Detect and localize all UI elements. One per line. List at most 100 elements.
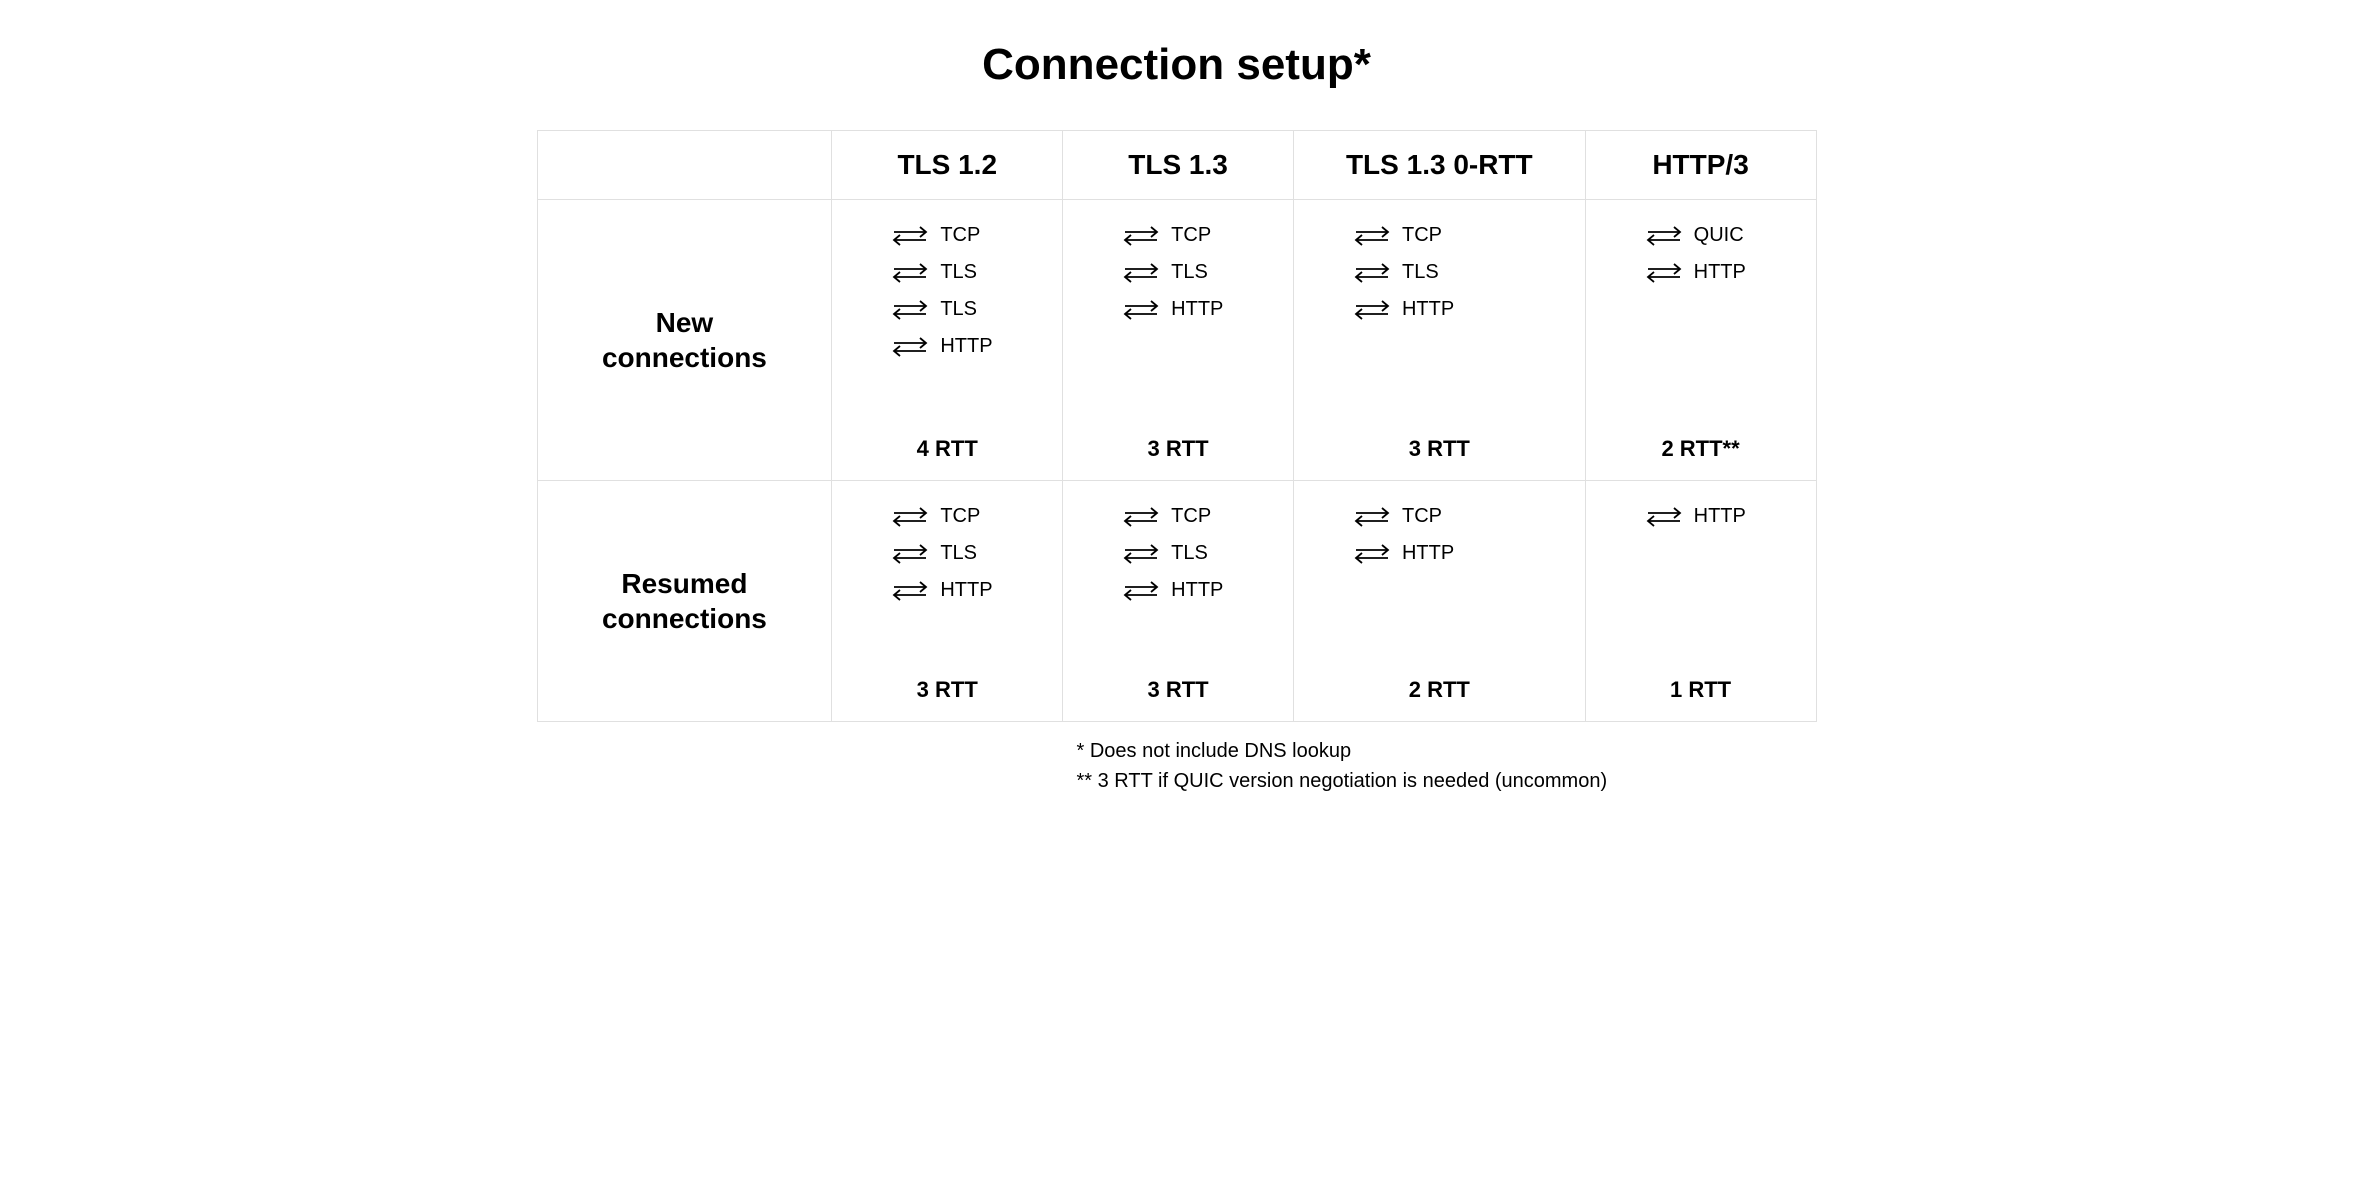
bidirectional-arrow-icon [1352, 506, 1392, 528]
bidirectional-arrow-icon [1352, 299, 1392, 321]
step: TCP [1352, 224, 1442, 247]
step: TLS [890, 298, 977, 321]
rtt-summary: 3 RTT [1063, 436, 1293, 462]
rtt-summary: 2 RTT** [1586, 436, 1816, 462]
steps-list: TCP TLS HTTP [1063, 505, 1293, 655]
bidirectional-arrow-icon [1352, 543, 1392, 565]
table-cell: TCP TLS HTTP 3 RTT [832, 481, 1063, 722]
step-label: TCP [1402, 224, 1442, 247]
bidirectional-arrow-icon [890, 543, 930, 565]
rtt-summary: 3 RTT [1294, 436, 1585, 462]
rtt-summary: 4 RTT [832, 436, 1062, 462]
step-label: TCP [1171, 224, 1211, 247]
step: TLS [1121, 261, 1208, 284]
bidirectional-arrow-icon [1352, 225, 1392, 247]
step: TCP [1121, 224, 1211, 247]
step-label: HTTP [1694, 505, 1746, 528]
bidirectional-arrow-icon [1352, 262, 1392, 284]
bidirectional-arrow-icon [890, 262, 930, 284]
step: QUIC [1644, 224, 1744, 247]
step: TCP [1121, 505, 1211, 528]
table-body: Newconnections TCP TLS TLS HTTP 4 RTT TCP… [537, 200, 1816, 722]
steps-list: TCP TLS TLS HTTP [832, 224, 1062, 414]
col-header: TLS 1.3 [1063, 131, 1294, 200]
step-label: QUIC [1694, 224, 1744, 247]
bidirectional-arrow-icon [1644, 225, 1684, 247]
step-label: HTTP [1694, 261, 1746, 284]
step-label: HTTP [1171, 579, 1223, 602]
step: TLS [890, 261, 977, 284]
table-cell: TCP TLS HTTP 3 RTT [1293, 200, 1585, 481]
steps-list: TCP HTTP [1294, 505, 1585, 655]
steps-list: TCP TLS HTTP [832, 505, 1062, 655]
table-cell: TCP TLS HTTP 3 RTT [1063, 200, 1294, 481]
step: HTTP [1644, 505, 1746, 528]
bidirectional-arrow-icon [1644, 262, 1684, 284]
footnote: ** 3 RTT if QUIC version negotiation is … [1077, 766, 1817, 796]
step: TLS [1352, 261, 1439, 284]
step: TLS [1121, 542, 1208, 565]
steps-list: TCP TLS HTTP [1063, 224, 1293, 414]
bidirectional-arrow-icon [890, 580, 930, 602]
step-label: TLS [1171, 261, 1208, 284]
step: HTTP [890, 579, 992, 602]
bidirectional-arrow-icon [1121, 299, 1161, 321]
table-row: Newconnections TCP TLS TLS HTTP 4 RTT TCP… [537, 200, 1816, 481]
step-label: HTTP [1402, 298, 1454, 321]
table-cell: QUIC HTTP 2 RTT** [1585, 200, 1816, 481]
steps-list: TCP TLS HTTP [1294, 224, 1585, 414]
footnote: * Does not include DNS lookup [1077, 736, 1817, 766]
bidirectional-arrow-icon [890, 299, 930, 321]
bidirectional-arrow-icon [1121, 225, 1161, 247]
table-cell: HTTP 1 RTT [1585, 481, 1816, 722]
step-label: TLS [940, 261, 977, 284]
row-header: Newconnections [537, 200, 832, 481]
step-label: HTTP [1402, 542, 1454, 565]
step: HTTP [890, 335, 992, 358]
table-cell: TCP HTTP 2 RTT [1293, 481, 1585, 722]
bidirectional-arrow-icon [890, 506, 930, 528]
table-row: Resumedconnections TCP TLS HTTP3 RTT TCP… [537, 481, 1816, 722]
page-title: Connection setup* [982, 40, 1371, 90]
bidirectional-arrow-icon [1644, 506, 1684, 528]
bidirectional-arrow-icon [1121, 262, 1161, 284]
bidirectional-arrow-icon [890, 336, 930, 358]
step: TCP [890, 224, 980, 247]
step: HTTP [1352, 542, 1454, 565]
step-label: TCP [940, 224, 980, 247]
table-cell: TCP TLS HTTP 3 RTT [1063, 481, 1294, 722]
row-header: Resumedconnections [537, 481, 832, 722]
step: TLS [890, 542, 977, 565]
col-header: TLS 1.3 0-RTT [1293, 131, 1585, 200]
step-label: TCP [1402, 505, 1442, 528]
rtt-summary: 2 RTT [1294, 677, 1585, 703]
step: HTTP [1644, 261, 1746, 284]
steps-list: QUIC HTTP [1586, 224, 1816, 414]
bidirectional-arrow-icon [1121, 506, 1161, 528]
steps-list: HTTP [1586, 505, 1816, 655]
rtt-summary: 3 RTT [832, 677, 1062, 703]
step-label: TLS [940, 298, 977, 321]
col-header: TLS 1.2 [832, 131, 1063, 200]
rtt-summary: 1 RTT [1586, 677, 1816, 703]
step-label: TLS [940, 542, 977, 565]
bidirectional-arrow-icon [1121, 543, 1161, 565]
bidirectional-arrow-icon [890, 225, 930, 247]
rtt-summary: 3 RTT [1063, 677, 1293, 703]
step-label: TCP [1171, 505, 1211, 528]
step-label: HTTP [940, 335, 992, 358]
table-cell: TCP TLS TLS HTTP 4 RTT [832, 200, 1063, 481]
header-row: TLS 1.2 TLS 1.3 TLS 1.3 0-RTT HTTP/3 [537, 131, 1816, 200]
step-label: TLS [1402, 261, 1439, 284]
step: HTTP [1121, 579, 1223, 602]
step: TCP [1352, 505, 1442, 528]
step-label: HTTP [940, 579, 992, 602]
comparison-table: TLS 1.2 TLS 1.3 TLS 1.3 0-RTT HTTP/3 New… [537, 130, 1817, 722]
bidirectional-arrow-icon [1121, 580, 1161, 602]
step: HTTP [1121, 298, 1223, 321]
step-label: HTTP [1171, 298, 1223, 321]
step: HTTP [1352, 298, 1454, 321]
step-label: TLS [1171, 542, 1208, 565]
col-header: HTTP/3 [1585, 131, 1816, 200]
step: TCP [890, 505, 980, 528]
